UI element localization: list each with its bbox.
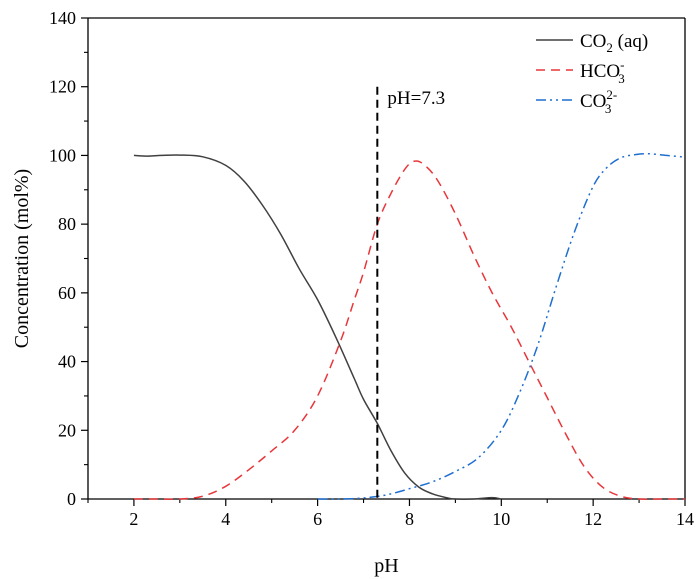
x-tick-label-12: 12 [584, 509, 602, 529]
annotation-layer: pH=7.3 [376, 86, 445, 499]
series-line-1 [133, 160, 685, 500]
legend-label-0: CO2 (aq) [580, 31, 648, 55]
y-tick-label-40: 40 [58, 352, 76, 372]
y-tick-label-120: 120 [49, 77, 76, 97]
x-tick-label-6: 6 [313, 509, 322, 529]
x-tick-label-10: 10 [492, 509, 510, 529]
legend-label-1: HCO-3 [580, 57, 625, 86]
y-tick-label-140: 140 [49, 8, 76, 28]
x-tick-label-2: 2 [129, 509, 138, 529]
x-axis-label: pH [374, 555, 398, 577]
y-axis-label: Concentration (mol%) [11, 169, 33, 348]
x-tick-label-8: 8 [405, 509, 414, 529]
series-line-0 [133, 154, 502, 500]
y-ticks: 0 20 40 60 80 100 120 140 [49, 8, 88, 509]
y-tick-label-20: 20 [58, 420, 76, 440]
series-line-2 [317, 152, 686, 500]
x-ticks: 2 4 6 8 10 12 14 [87, 499, 694, 529]
y-tick-label-80: 80 [58, 214, 76, 234]
y-tick-label-60: 60 [58, 283, 76, 303]
legend-label-2: CO2-3 [580, 87, 617, 116]
series-layer [133, 152, 686, 500]
y-tick-label-0: 0 [67, 489, 76, 509]
y-tick-label-100: 100 [49, 145, 76, 165]
x-tick-label-14: 14 [676, 509, 694, 529]
x-tick-label-4: 4 [221, 509, 230, 529]
ph-annotation-label: pH=7.3 [387, 88, 445, 109]
